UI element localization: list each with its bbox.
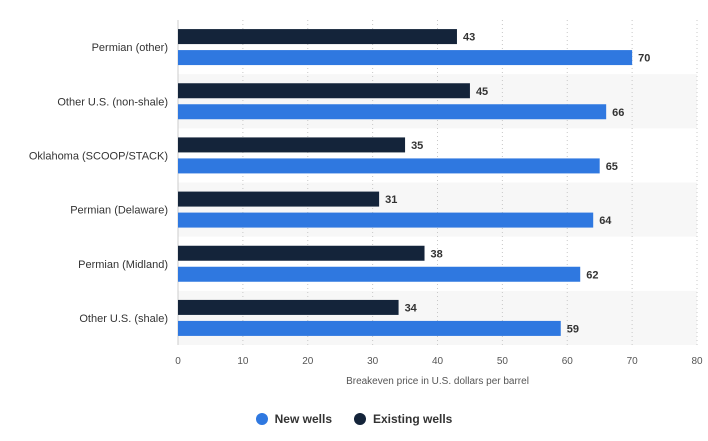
category-label: Oklahoma (SCOOP/STACK) [29, 150, 168, 162]
legend-item-existing-wells[interactable]: Existing wells [354, 412, 452, 426]
category-label: Other U.S. (non-shale) [57, 96, 168, 108]
legend-existing-wells-dot-icon [354, 413, 366, 425]
breakeven-bar-chart: 43 70 45 66 35 65 31 64 38 62 34 59 Permian (other)… [29, 20, 703, 387]
x-tick-label: 30 [367, 356, 379, 367]
x-tick-label: 10 [237, 356, 249, 367]
x-tick-label: 70 [627, 356, 639, 367]
legend-existing-wells-label: Existing wells [373, 412, 453, 426]
row-band [178, 290, 697, 345]
category-label: Permian (Delaware) [70, 205, 168, 217]
chart-legend: New wells Existing wells [0, 412, 708, 426]
x-tick-labels: 0 10 20 30 40 50 60 70 80 [175, 356, 703, 367]
category-label: Other U.S. (shale) [79, 313, 168, 325]
bar-new-wells[interactable] [178, 320, 561, 336]
data-label: 38 [431, 248, 443, 260]
data-label: 65 [606, 161, 618, 173]
bar-new-wells[interactable] [178, 158, 600, 174]
category-labels: Permian (other) Other U.S. (non-shale) Okl… [29, 42, 168, 325]
legend-item-new-wells[interactable]: New wells [255, 412, 332, 426]
data-label: 45 [476, 86, 488, 98]
bar-new-wells[interactable] [178, 266, 581, 282]
bar-existing-wells[interactable] [178, 245, 425, 261]
data-label: 64 [599, 215, 612, 227]
bar-existing-wells[interactable] [178, 83, 470, 99]
bar-existing-wells[interactable] [178, 299, 399, 315]
data-label: 35 [411, 140, 423, 152]
vertical-gridlines [177, 20, 698, 345]
row-band [178, 182, 697, 237]
data-label: 34 [405, 302, 418, 314]
legend-new-wells-dot-icon [255, 413, 268, 425]
row-band [178, 74, 697, 129]
legend-new-wells-label: New wells [274, 412, 332, 426]
data-label: 43 [463, 32, 475, 44]
x-tick-label: 40 [432, 356, 444, 367]
x-tick-label: 0 [175, 356, 181, 367]
bar-new-wells[interactable] [178, 212, 594, 228]
bar-existing-wells[interactable] [178, 191, 380, 207]
alternating-row-bands [178, 74, 697, 345]
data-label: 31 [385, 194, 397, 206]
bar-new-wells[interactable] [178, 50, 633, 66]
bar-new-wells[interactable] [178, 104, 607, 120]
bar-existing-wells[interactable] [178, 29, 457, 45]
x-tick-label: 20 [302, 356, 314, 367]
bar-existing-wells[interactable] [178, 137, 406, 153]
bars-group: 43 70 45 66 35 65 31 64 38 62 34 59 [178, 29, 650, 336]
data-label: 62 [586, 269, 598, 281]
data-label: 66 [612, 107, 624, 119]
data-label: 70 [638, 53, 650, 65]
category-label: Permian (other) [92, 42, 168, 54]
x-tick-label: 50 [497, 356, 509, 367]
x-tick-label: 60 [562, 356, 574, 367]
data-label: 59 [567, 323, 579, 335]
x-tick-label: 80 [691, 356, 703, 367]
x-axis-title: Breakeven price in U.S. dollars per barr… [346, 376, 529, 387]
category-label: Permian (Midland) [78, 259, 168, 271]
